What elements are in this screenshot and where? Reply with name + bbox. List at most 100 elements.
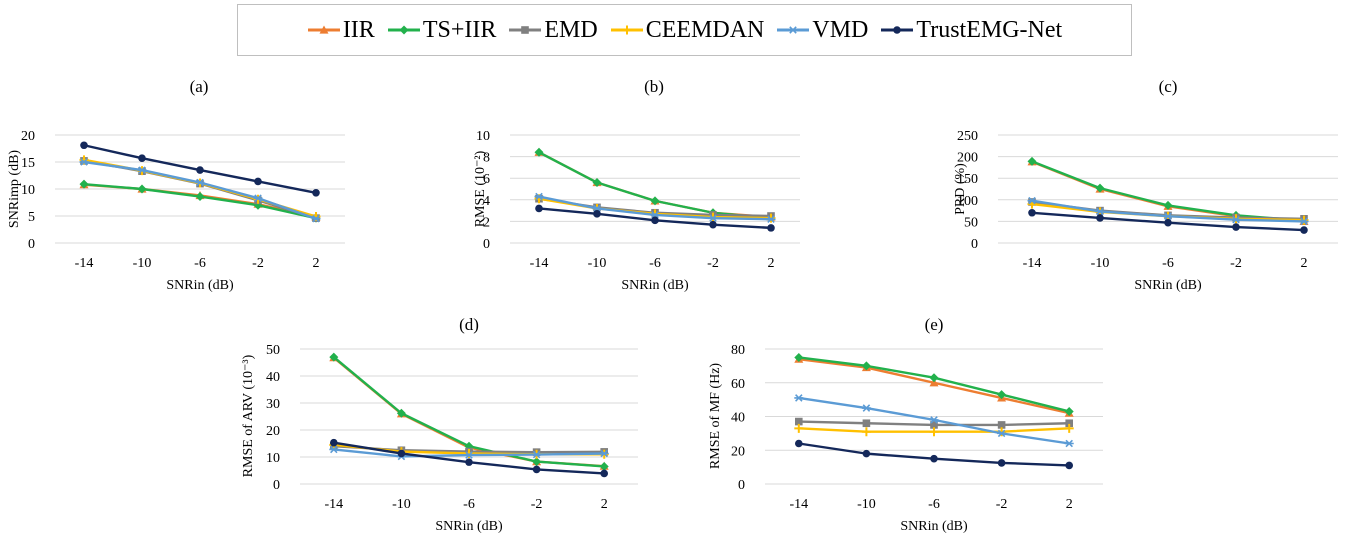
x-tick-label: -14	[1023, 256, 1042, 271]
y-tick-label: 20	[266, 424, 280, 439]
series-trustemg-net	[80, 141, 320, 197]
legend-swatch-icon	[307, 25, 340, 34]
y-tick-label: 20	[21, 129, 35, 144]
chart-panel-c: (c) 0 50 100 150 200 250 -14 -10 -6 -2 2 SNRin (dB) P…	[953, 77, 1338, 293]
data-point	[997, 429, 1007, 438]
data-point	[650, 211, 660, 219]
legend-swatch-icon	[777, 26, 810, 34]
data-point	[929, 416, 939, 424]
data-point	[397, 449, 406, 458]
data-point	[138, 154, 146, 163]
data-point	[312, 188, 320, 197]
data-point	[593, 210, 601, 218]
legend-item-ts-iir: TS+IIR	[387, 17, 496, 44]
x-tick-label: -6	[1162, 256, 1174, 271]
data-point	[1095, 183, 1105, 193]
y-tick-label: 50	[964, 215, 978, 230]
series-line	[538, 151, 772, 219]
legend-swatch-icon	[387, 25, 420, 35]
data-point	[794, 352, 804, 362]
data-point	[195, 192, 205, 202]
y-axis-label: RMSE of ARV (10⁻³)	[241, 354, 256, 477]
legend-swatch-icon	[881, 26, 914, 34]
data-point	[534, 192, 544, 201]
x-tick-label: -14	[789, 497, 808, 512]
legend-marker-icon	[788, 26, 798, 34]
y-tick-label: 0	[483, 237, 490, 252]
y-tick-label: 150	[957, 172, 978, 187]
x-tick-label: 2	[601, 497, 608, 512]
data-point	[997, 390, 1007, 400]
y-tick-label: 80	[731, 343, 745, 358]
x-tick-label: 2	[313, 256, 320, 271]
legend-marker-icon	[893, 26, 902, 34]
y-tick-label: 0	[28, 237, 35, 252]
series-vmd	[79, 158, 321, 223]
legend-label: IIR	[342, 16, 375, 43]
data-point	[929, 373, 939, 383]
data-point	[195, 178, 205, 187]
x-axis-label: SNRin (dB)	[900, 519, 968, 534]
panel-title: (d)	[459, 315, 479, 334]
data-point	[650, 196, 660, 206]
y-tick-label: 10	[21, 183, 35, 198]
x-axis-label: SNRin (dB)	[1134, 278, 1202, 293]
y-tick-label: 200	[957, 151, 978, 166]
y-tick-label: 60	[731, 377, 745, 392]
data-point	[767, 224, 775, 232]
data-point	[137, 184, 147, 194]
data-point	[795, 439, 803, 448]
data-point	[464, 448, 474, 458]
legend-label: VMD	[812, 16, 869, 43]
data-point	[254, 177, 262, 186]
data-point	[253, 194, 263, 202]
data-point	[196, 166, 204, 174]
data-point	[329, 445, 339, 454]
series-emd	[795, 417, 1073, 429]
x-tick-label: -10	[588, 256, 607, 271]
data-point	[861, 404, 871, 412]
data-point	[862, 449, 871, 458]
x-tick-label: 2	[1066, 497, 1073, 512]
chart-legend: IIR TS+IIR EMD CEEMDAN VMD TrustEMG-Net	[237, 4, 1132, 56]
data-point	[1232, 223, 1240, 231]
y-tick-label: 10	[476, 129, 490, 144]
data-point	[1163, 200, 1173, 210]
data-point	[1064, 406, 1074, 416]
data-point	[862, 419, 871, 428]
panel-title: (c)	[1159, 77, 1178, 96]
data-point	[532, 450, 542, 459]
x-tick-label: -6	[194, 256, 206, 271]
data-point	[930, 454, 938, 463]
data-point	[1300, 226, 1308, 234]
data-point	[592, 204, 602, 213]
series-vmd	[329, 445, 609, 461]
data-point	[929, 378, 939, 387]
data-point	[80, 141, 88, 150]
legend-marker-icon	[399, 25, 409, 35]
data-point	[329, 352, 339, 362]
data-point	[465, 458, 473, 466]
data-point	[1027, 196, 1037, 205]
y-axis-label: SNRimp (dB)	[7, 150, 22, 229]
x-tick-label: -10	[133, 256, 152, 271]
data-point	[1028, 208, 1036, 217]
data-point	[766, 215, 776, 224]
series-vmd	[534, 192, 776, 224]
data-point	[1163, 212, 1173, 220]
series-trustemg-net	[795, 439, 1073, 470]
data-point	[599, 461, 609, 471]
y-axis-label: RMSE (10⁻²)	[473, 150, 488, 227]
chart-panel-a: (a) 0 5 10 15 20 -14 -10 -6 -2 2 SNRin (dB) SNRimp (…	[7, 77, 345, 293]
series-vmd	[1027, 196, 1309, 226]
data-point	[532, 457, 542, 467]
data-point	[861, 427, 871, 437]
legend-swatch-icon	[509, 26, 542, 34]
data-point	[330, 438, 338, 447]
legend-label: TrustEMG-Net	[916, 16, 1063, 43]
x-tick-label: 2	[768, 256, 775, 271]
legend-swatch-icon	[610, 25, 643, 35]
series-iir	[794, 354, 1074, 417]
x-axis-label: SNRin (dB)	[435, 519, 503, 534]
data-point	[1027, 156, 1037, 166]
